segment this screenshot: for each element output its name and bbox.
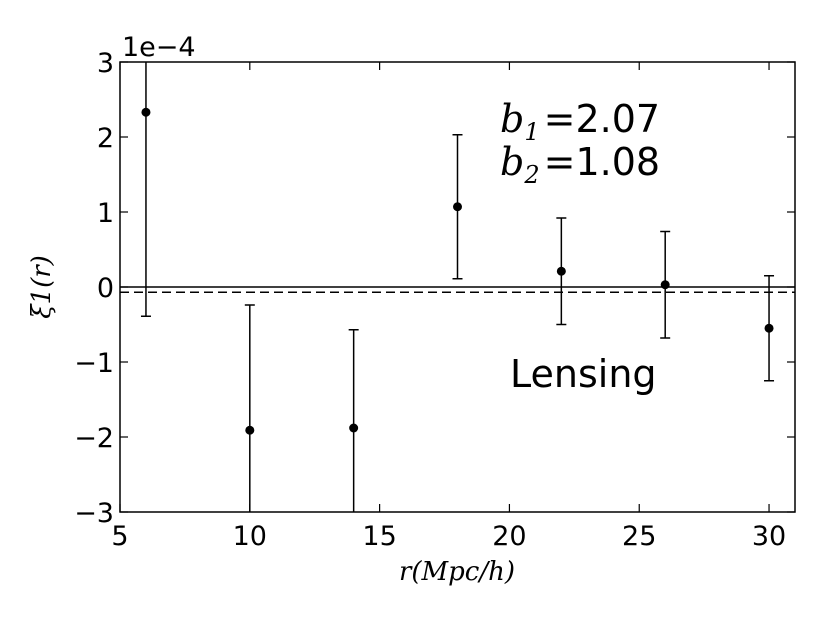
data-point (660, 280, 670, 290)
svg-text:b1=2.07: b1 =2.07 (500, 97, 660, 146)
y-tick-label: 2 (97, 123, 114, 154)
x-axis-label: r(Mpc/h) (399, 557, 515, 587)
y-tick-label: −2 (74, 423, 114, 454)
data-point (453, 202, 462, 212)
y-tick-label: −1 (74, 348, 114, 379)
annotation-b2: b2 =1.08 (500, 140, 660, 189)
y-tick-label: 1 (97, 198, 114, 229)
x-tick-label: 15 (362, 521, 396, 552)
plot-area (120, 62, 795, 512)
svg-text:b2=1.08: b2 =1.08 (500, 140, 660, 189)
data-point (349, 423, 359, 433)
data-point (556, 266, 566, 276)
data-point (245, 425, 255, 435)
y-tick-label: −3 (74, 498, 114, 529)
x-tick-label: 10 (233, 521, 267, 552)
ticks: 5 10 15 20 25 30 −3 −2 −1 0 1 2 3 (74, 48, 795, 552)
annotation-lensing: Lensing (510, 352, 657, 396)
x-tick-label: 25 (622, 521, 656, 552)
y-tick-label: 0 (97, 273, 114, 304)
data-point (141, 107, 151, 117)
y-axis-label: ξ1(r) (27, 255, 57, 319)
x-tick-label: 30 (752, 521, 786, 552)
y-tick-label: 3 (97, 48, 114, 79)
x-tick-label: 20 (492, 521, 526, 552)
svg-text:ξ1(r): ξ1(r) (27, 255, 57, 319)
annotation-b1: b1 =2.07 (500, 97, 660, 146)
x-tick-label: 5 (111, 521, 128, 552)
data-point (764, 323, 774, 333)
y-multiplier-label: 1e−4 (122, 32, 196, 63)
